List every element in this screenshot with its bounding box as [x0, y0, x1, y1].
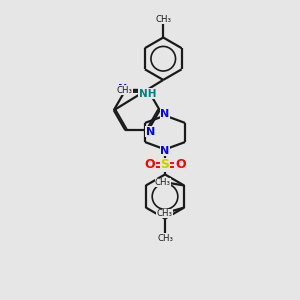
- Text: CH₃: CH₃: [116, 86, 132, 95]
- Text: CH₃: CH₃: [156, 15, 172, 24]
- Text: N: N: [160, 146, 169, 156]
- Text: CH₃: CH₃: [156, 209, 172, 218]
- Text: N: N: [146, 127, 155, 136]
- Text: CH₃: CH₃: [158, 234, 174, 243]
- Text: S: S: [160, 158, 169, 171]
- Text: NH: NH: [139, 88, 156, 99]
- Text: O: O: [144, 158, 155, 171]
- Text: N: N: [160, 109, 169, 119]
- Text: N: N: [118, 84, 128, 94]
- Text: CH₃: CH₃: [155, 178, 171, 187]
- Text: O: O: [175, 158, 186, 171]
